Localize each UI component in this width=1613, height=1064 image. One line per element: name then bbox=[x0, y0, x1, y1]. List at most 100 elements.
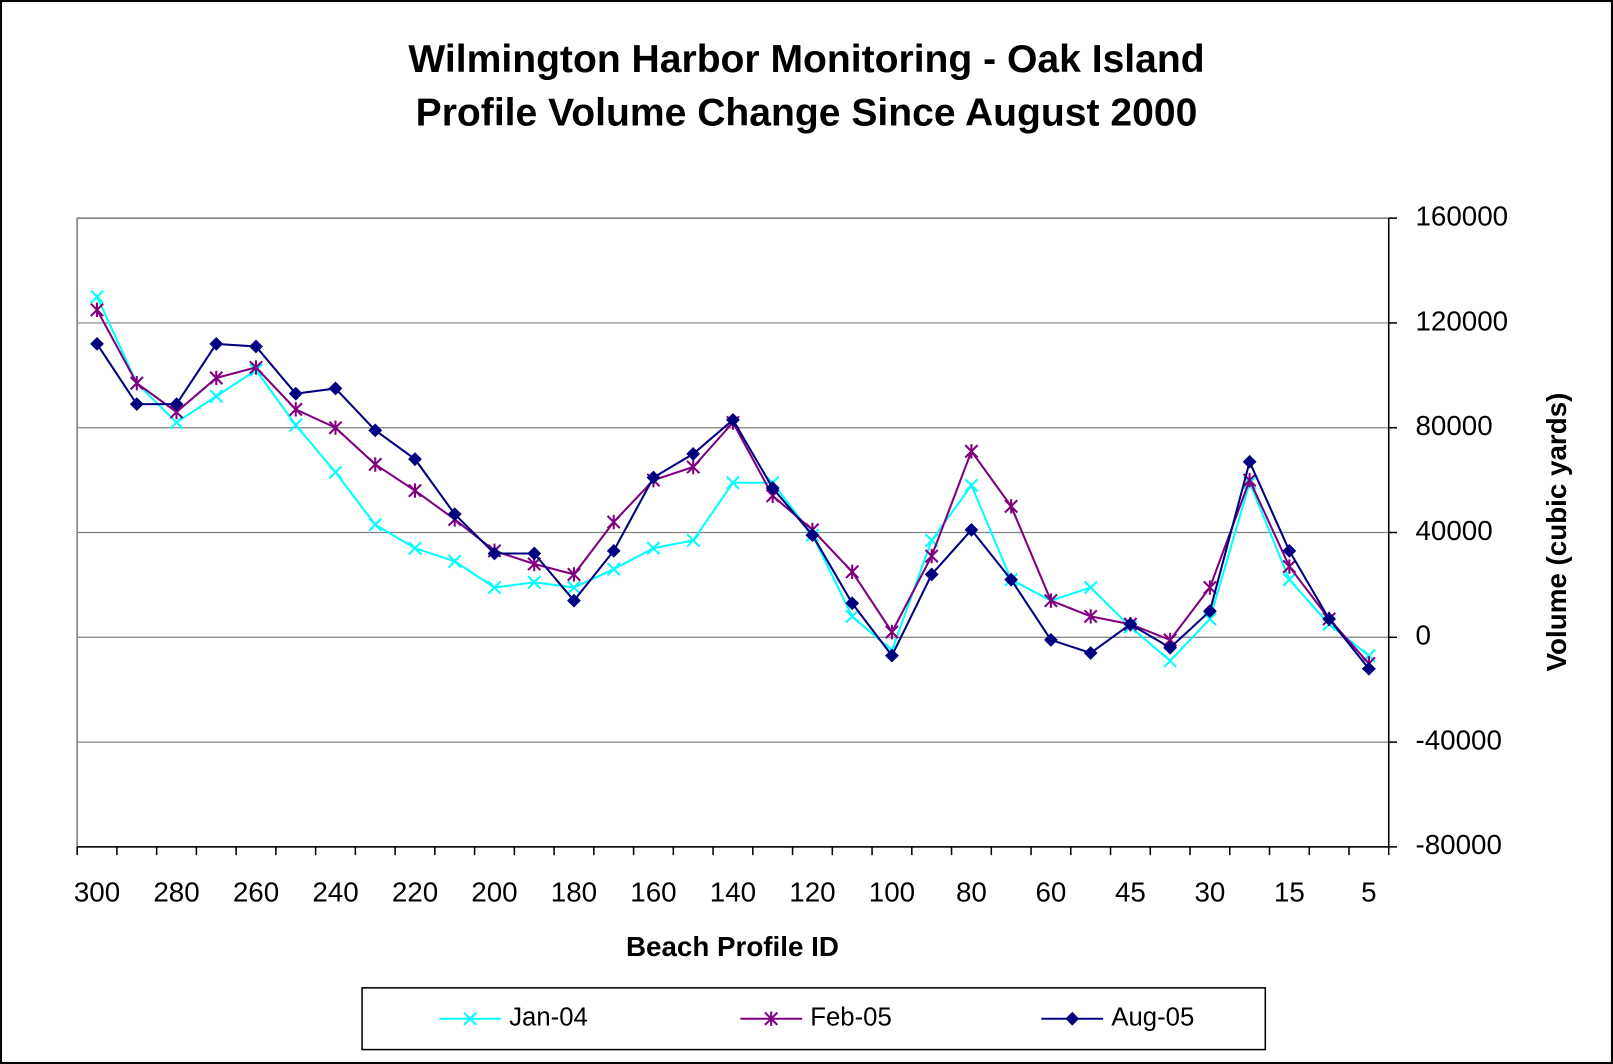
data-point bbox=[447, 507, 462, 522]
data-point bbox=[845, 564, 860, 580]
data-point bbox=[1044, 633, 1058, 647]
data-point bbox=[726, 475, 740, 490]
data-point bbox=[1004, 572, 1019, 587]
x-tick-label: 140 bbox=[710, 877, 756, 908]
data-point bbox=[646, 541, 661, 556]
data-point bbox=[567, 580, 581, 595]
data-point bbox=[408, 483, 422, 498]
data-point bbox=[249, 339, 263, 354]
y-tick-label: 0 bbox=[1415, 620, 1430, 651]
data-point bbox=[1163, 653, 1178, 668]
data-point bbox=[447, 554, 462, 569]
data-point bbox=[1065, 1011, 1080, 1026]
data-point bbox=[606, 562, 621, 577]
data-point bbox=[1242, 454, 1257, 469]
data-point bbox=[487, 580, 502, 595]
data-point bbox=[169, 397, 184, 412]
data-point bbox=[765, 481, 780, 495]
y-tick-label: 80000 bbox=[1415, 410, 1492, 441]
x-tick-label: 200 bbox=[471, 877, 517, 908]
data-point bbox=[527, 575, 542, 590]
data-point bbox=[129, 375, 144, 391]
y-tick-label: 120000 bbox=[1415, 305, 1508, 336]
data-point bbox=[328, 465, 343, 480]
data-point bbox=[567, 593, 581, 608]
data-point bbox=[1361, 661, 1376, 676]
x-tick-label: 300 bbox=[74, 877, 120, 908]
x-tick-label: 100 bbox=[869, 877, 915, 908]
legend-box bbox=[361, 987, 1267, 1051]
data-point bbox=[328, 381, 343, 396]
y-axis-label: Volume (cubic yards) bbox=[1541, 393, 1572, 672]
data-point bbox=[646, 470, 661, 485]
x-tick-label: 220 bbox=[392, 877, 438, 908]
y-tick-label: -80000 bbox=[1415, 829, 1501, 860]
data-point bbox=[1083, 646, 1098, 660]
data-point bbox=[463, 1011, 478, 1026]
legend-label: Feb-05 bbox=[810, 1004, 891, 1032]
data-point bbox=[686, 459, 701, 475]
x-tick-label: 280 bbox=[153, 877, 199, 908]
data-point bbox=[606, 514, 621, 530]
data-point bbox=[408, 541, 422, 556]
x-tick-label: 15 bbox=[1274, 877, 1305, 908]
data-point bbox=[567, 567, 581, 582]
data-point bbox=[686, 533, 701, 548]
data-point bbox=[368, 423, 383, 438]
data-point bbox=[885, 624, 899, 640]
data-point bbox=[328, 420, 343, 435]
chart-title: Profile Volume Change Since August 2000 bbox=[416, 92, 1198, 135]
data-point bbox=[209, 389, 224, 404]
data-point bbox=[209, 336, 224, 351]
data-point bbox=[169, 415, 184, 430]
data-point bbox=[288, 402, 303, 417]
data-point bbox=[845, 596, 860, 611]
data-point bbox=[1202, 604, 1217, 619]
data-point bbox=[1322, 612, 1337, 626]
chart-title: Wilmington Harbor Monitoring - Oak Islan… bbox=[408, 38, 1204, 81]
data-point bbox=[1083, 580, 1098, 595]
data-point bbox=[487, 546, 502, 561]
legend: Jan-04 Feb-05 Aug-05 bbox=[361, 987, 1267, 1051]
data-point bbox=[90, 302, 104, 318]
data-point bbox=[1044, 593, 1058, 608]
y-tick-label: -40000 bbox=[1415, 724, 1501, 755]
data-point bbox=[1083, 609, 1098, 624]
data-point bbox=[964, 444, 979, 459]
data-point bbox=[1282, 543, 1297, 558]
x-tick-label: 120 bbox=[789, 877, 835, 908]
data-point bbox=[368, 517, 383, 532]
x-tick-label: 240 bbox=[312, 877, 358, 908]
data-point bbox=[885, 648, 899, 663]
x-tick-label: 80 bbox=[956, 877, 987, 908]
data-point bbox=[924, 548, 939, 564]
x-tick-label: 180 bbox=[551, 877, 597, 908]
data-point bbox=[606, 543, 621, 558]
y-tick-label: 40000 bbox=[1415, 515, 1492, 546]
data-point bbox=[964, 478, 979, 493]
data-point bbox=[368, 457, 383, 472]
data-point bbox=[408, 452, 422, 467]
legend-label: Jan-04 bbox=[509, 1004, 588, 1032]
data-point bbox=[845, 609, 860, 624]
legend-label: Aug-05 bbox=[1111, 1004, 1194, 1032]
data-point bbox=[964, 522, 979, 537]
data-point bbox=[288, 386, 303, 401]
x-tick-label: 260 bbox=[233, 877, 279, 908]
data-point bbox=[129, 397, 144, 412]
data-point bbox=[209, 370, 224, 386]
data-point bbox=[805, 528, 820, 543]
x-tick-label: 5 bbox=[1361, 877, 1376, 908]
y-tick-label: 160000 bbox=[1415, 200, 1508, 231]
data-point bbox=[764, 1011, 779, 1026]
x-tick-label: 60 bbox=[1035, 877, 1066, 908]
data-point bbox=[1123, 617, 1138, 632]
x-tick-label: 160 bbox=[630, 877, 676, 908]
data-point bbox=[90, 336, 104, 351]
data-point bbox=[1004, 499, 1019, 514]
data-point bbox=[924, 567, 939, 582]
data-point bbox=[1163, 640, 1178, 655]
x-tick-label: 45 bbox=[1115, 877, 1146, 908]
data-point bbox=[1282, 559, 1297, 574]
